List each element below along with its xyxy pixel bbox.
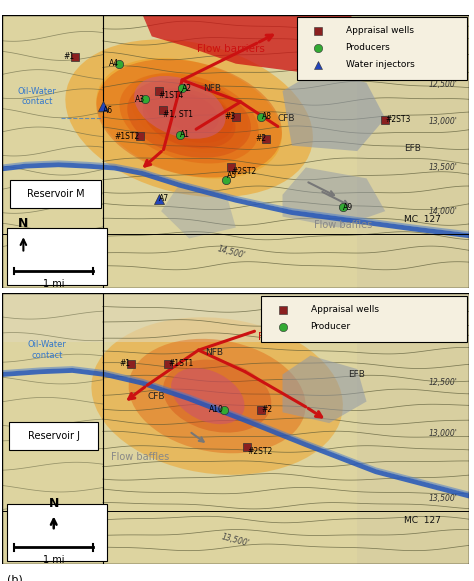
Polygon shape bbox=[283, 69, 385, 151]
Text: N: N bbox=[18, 217, 28, 230]
Bar bbox=[7, 228, 108, 285]
Text: Producer: Producer bbox=[310, 322, 351, 331]
Text: EFB: EFB bbox=[348, 370, 365, 379]
Text: #2: #2 bbox=[262, 405, 273, 414]
Text: 13,000': 13,000' bbox=[428, 429, 457, 439]
Ellipse shape bbox=[96, 58, 282, 178]
Ellipse shape bbox=[91, 317, 343, 475]
Ellipse shape bbox=[143, 88, 236, 148]
Text: A10: A10 bbox=[209, 405, 224, 414]
Text: 1 mi: 1 mi bbox=[43, 555, 64, 565]
Text: #1: #1 bbox=[64, 52, 75, 62]
Text: A4: A4 bbox=[109, 59, 119, 68]
FancyBboxPatch shape bbox=[9, 422, 98, 450]
Text: A3: A3 bbox=[135, 95, 145, 103]
Text: MC  126: MC 126 bbox=[56, 235, 93, 244]
Text: MC  127: MC 127 bbox=[404, 215, 441, 224]
Text: A1: A1 bbox=[180, 130, 190, 139]
Ellipse shape bbox=[171, 368, 245, 424]
Bar bbox=[2, 293, 469, 342]
Text: CFB: CFB bbox=[147, 392, 164, 400]
Text: Appraisal wells: Appraisal wells bbox=[346, 26, 413, 35]
Text: 13,500': 13,500' bbox=[428, 494, 457, 503]
Text: 13,000': 13,000' bbox=[428, 117, 457, 125]
Text: Reservoir J: Reservoir J bbox=[27, 431, 80, 441]
Ellipse shape bbox=[119, 73, 259, 163]
Text: #2ST2: #2ST2 bbox=[247, 447, 273, 457]
FancyBboxPatch shape bbox=[10, 180, 101, 209]
Bar bbox=[357, 15, 469, 288]
Ellipse shape bbox=[65, 40, 313, 197]
Text: 13,500': 13,500' bbox=[221, 533, 251, 548]
FancyBboxPatch shape bbox=[297, 17, 467, 80]
Text: Producers: Producers bbox=[346, 44, 390, 52]
Text: NFB: NFB bbox=[205, 349, 223, 357]
Text: 12,500': 12,500' bbox=[428, 378, 457, 387]
Text: 14,500': 14,500' bbox=[216, 244, 246, 260]
Text: EFB: EFB bbox=[404, 144, 421, 153]
Ellipse shape bbox=[127, 79, 251, 157]
Text: #2ST2: #2ST2 bbox=[231, 167, 256, 177]
Text: NFB: NFB bbox=[203, 84, 221, 93]
Text: #2: #2 bbox=[255, 134, 266, 144]
Text: N: N bbox=[48, 497, 59, 510]
Polygon shape bbox=[283, 356, 366, 423]
Text: 14,000': 14,000' bbox=[428, 207, 457, 216]
Text: A8: A8 bbox=[262, 113, 272, 121]
Text: #1, ST1: #1, ST1 bbox=[164, 110, 193, 119]
Ellipse shape bbox=[96, 59, 282, 177]
FancyBboxPatch shape bbox=[262, 296, 467, 342]
Text: #3: #3 bbox=[225, 113, 236, 121]
Text: (b): (b) bbox=[7, 575, 23, 581]
Polygon shape bbox=[283, 167, 385, 228]
Text: Oil-Water
contact: Oil-Water contact bbox=[18, 87, 57, 106]
Text: A9: A9 bbox=[343, 203, 353, 211]
Text: A6: A6 bbox=[103, 106, 113, 115]
Text: 1 mi: 1 mi bbox=[43, 279, 64, 289]
Text: A7: A7 bbox=[159, 195, 169, 203]
Text: MC  127: MC 127 bbox=[404, 516, 441, 525]
Bar bbox=[357, 293, 469, 564]
Text: A5: A5 bbox=[227, 171, 237, 180]
Text: #1ST4: #1ST4 bbox=[159, 91, 184, 100]
Text: (a): (a) bbox=[7, 295, 23, 304]
Bar bbox=[7, 504, 108, 561]
Text: 13,500': 13,500' bbox=[428, 163, 457, 172]
Text: 12,000': 12,000' bbox=[428, 335, 457, 344]
Text: #1ST1: #1ST1 bbox=[168, 359, 193, 368]
Text: MC  126: MC 126 bbox=[47, 516, 84, 525]
Polygon shape bbox=[161, 184, 236, 238]
Text: 12,500': 12,500' bbox=[428, 80, 457, 89]
Text: Reservoir M: Reservoir M bbox=[27, 189, 85, 199]
Text: Flow barriers: Flow barriers bbox=[258, 332, 326, 342]
Polygon shape bbox=[142, 15, 353, 74]
Ellipse shape bbox=[130, 73, 248, 153]
Text: #1: #1 bbox=[119, 359, 131, 368]
Text: A2: A2 bbox=[182, 84, 192, 93]
Ellipse shape bbox=[160, 92, 219, 133]
Text: Flow barriers: Flow barriers bbox=[197, 44, 265, 53]
Text: #2ST3: #2ST3 bbox=[385, 115, 410, 124]
Ellipse shape bbox=[145, 83, 233, 143]
Text: Water injectors: Water injectors bbox=[346, 60, 414, 70]
Ellipse shape bbox=[134, 76, 226, 139]
Text: Appraisal wells: Appraisal wells bbox=[310, 305, 379, 314]
Text: Oil-Water
contact: Oil-Water contact bbox=[27, 340, 66, 360]
Text: Flow baffles: Flow baffles bbox=[314, 220, 372, 230]
Text: #1ST2: #1ST2 bbox=[115, 131, 140, 141]
Ellipse shape bbox=[128, 339, 306, 453]
Text: CFB: CFB bbox=[278, 114, 295, 123]
Ellipse shape bbox=[163, 360, 271, 433]
Text: Flow baffles: Flow baffles bbox=[111, 452, 169, 462]
